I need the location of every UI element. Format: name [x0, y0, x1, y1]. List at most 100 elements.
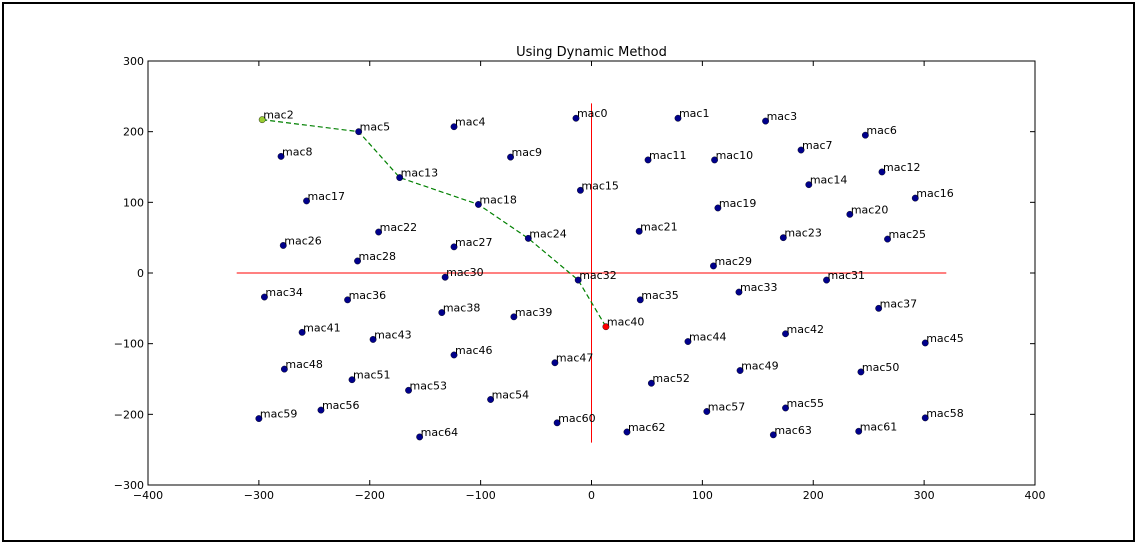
data-point-mac0	[572, 114, 580, 122]
data-point-mac29	[710, 262, 717, 270]
data-point-mac60	[553, 419, 561, 427]
axis-ticks: −400 −300 −200 −100 0 100 200 300 400−300−200−10…	[114, 55, 1046, 502]
point-label-mac19: mac19	[719, 197, 757, 210]
point-label-mac3: mac3	[767, 110, 798, 123]
data-points: mac0 mac1 mac2 mac3 mac4 mac5 mac6 mac7 mac8 mac9…	[255, 107, 964, 441]
data-point-mac54	[487, 396, 495, 403]
data-point-mac51	[348, 376, 356, 384]
data-point-mac34	[261, 293, 268, 301]
data-point-mac24	[524, 234, 532, 242]
data-point-mac33	[735, 288, 743, 296]
point-label-mac50: mac50	[862, 361, 900, 374]
data-point-mac58	[921, 414, 929, 422]
point-label-mac42: mac42	[787, 323, 825, 336]
data-point-mac4	[450, 123, 458, 131]
point-label-mac20: mac20	[851, 203, 889, 216]
data-point-mac12	[878, 168, 886, 176]
x-tick-label: 0	[588, 489, 595, 502]
point-label-mac21: mac21	[640, 220, 678, 233]
data-point-mac47	[551, 359, 559, 367]
data-point-mac55	[782, 404, 789, 412]
point-label-mac53: mac53	[410, 379, 448, 392]
data-point-mac64	[416, 433, 424, 441]
data-point-mac38	[438, 309, 446, 316]
data-point-mac25	[884, 235, 891, 243]
data-point-mac63	[769, 431, 777, 439]
point-label-mac35: mac35	[641, 289, 679, 302]
point-label-mac61: mac61	[860, 420, 898, 433]
data-point-mac16	[911, 194, 919, 202]
data-point-mac20	[846, 210, 854, 218]
y-tick-label: 0	[137, 267, 144, 280]
point-label-mac15: mac15	[581, 179, 619, 192]
data-point-mac46	[450, 351, 458, 359]
data-point-mac57	[703, 408, 711, 415]
point-label-mac23: mac23	[784, 227, 822, 240]
point-label-mac32: mac32	[579, 269, 617, 282]
point-label-mac26: mac26	[284, 234, 322, 247]
data-point-mac9	[507, 153, 514, 161]
point-label-mac34: mac34	[265, 286, 303, 299]
data-point-mac17	[303, 197, 310, 205]
data-point-mac61	[855, 427, 863, 435]
y-tick-label: −200	[114, 408, 144, 421]
point-label-mac56: mac56	[322, 399, 360, 412]
data-point-mac11	[644, 156, 652, 164]
data-point-mac1	[674, 114, 682, 122]
y-tick-label: 200	[123, 126, 144, 139]
data-point-mac49	[736, 367, 744, 374]
point-label-mac54: mac54	[492, 388, 530, 401]
point-label-mac18: mac18	[479, 193, 517, 206]
x-tick-label: 300	[914, 489, 935, 502]
data-point-mac39	[510, 313, 518, 321]
data-point-mac30	[441, 273, 449, 281]
x-tick-label: −300	[244, 489, 274, 502]
data-point-mac27	[450, 243, 458, 251]
point-label-mac60: mac60	[558, 412, 596, 425]
data-point-mac15	[577, 186, 584, 194]
point-label-mac45: mac45	[926, 332, 964, 345]
data-point-mac2	[258, 116, 266, 124]
point-label-mac40: mac40	[607, 316, 645, 329]
point-label-mac25: mac25	[889, 228, 927, 241]
point-label-mac57: mac57	[708, 401, 746, 414]
y-tick-label: −300	[114, 479, 144, 492]
point-label-mac41: mac41	[303, 321, 341, 334]
point-label-mac29: mac29	[714, 255, 752, 268]
y-tick-label: −100	[114, 338, 144, 351]
point-label-mac63: mac63	[774, 424, 812, 437]
data-point-mac3	[762, 117, 769, 125]
point-label-mac38: mac38	[443, 302, 481, 315]
point-label-mac13: mac13	[401, 167, 439, 180]
data-point-mac62	[623, 428, 631, 436]
point-label-mac22: mac22	[380, 221, 418, 234]
point-label-mac1: mac1	[679, 107, 710, 120]
x-tick-label: −200	[355, 489, 385, 502]
x-tick-label: 100	[692, 489, 713, 502]
point-label-mac37: mac37	[880, 297, 918, 310]
data-point-mac59	[255, 415, 263, 422]
point-label-mac7: mac7	[802, 139, 833, 152]
data-point-mac26	[279, 242, 287, 249]
point-label-mac46: mac46	[455, 344, 493, 357]
data-point-mac7	[797, 146, 805, 154]
data-point-mac28	[354, 257, 361, 265]
data-point-mac48	[280, 365, 288, 373]
point-label-mac9: mac9	[512, 146, 543, 159]
data-point-mac41	[298, 328, 306, 336]
data-point-mac23	[779, 234, 787, 242]
point-label-mac5: mac5	[360, 121, 391, 134]
data-point-mac5	[355, 128, 363, 136]
point-label-mac0: mac0	[577, 107, 608, 120]
point-label-mac2: mac2	[263, 109, 294, 122]
data-point-mac18	[475, 201, 482, 208]
crosshair-lines	[236, 103, 947, 443]
point-label-mac28: mac28	[359, 250, 397, 263]
point-label-mac4: mac4	[455, 116, 486, 129]
data-point-mac56	[317, 406, 325, 414]
point-label-mac48: mac48	[285, 358, 323, 371]
data-point-mac36	[344, 296, 351, 304]
point-label-mac58: mac58	[926, 407, 964, 420]
point-label-mac47: mac47	[556, 352, 594, 365]
y-tick-label: 100	[123, 196, 144, 209]
